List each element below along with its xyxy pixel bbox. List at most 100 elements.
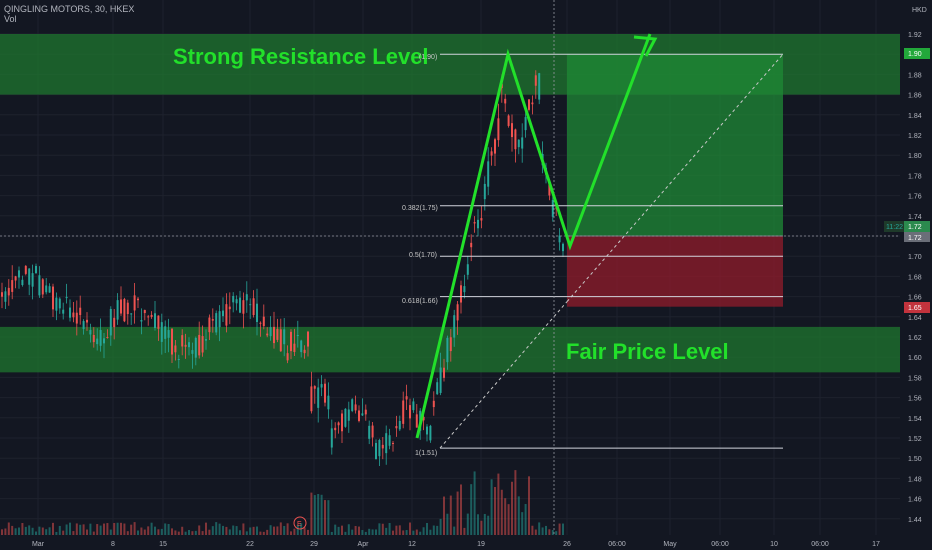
candle-body bbox=[218, 311, 221, 328]
candle-body bbox=[507, 115, 510, 126]
long-position-tool[interactable] bbox=[439, 53, 784, 449]
candle-body bbox=[531, 102, 534, 105]
candle-body bbox=[208, 317, 211, 333]
volume-bar bbox=[235, 526, 238, 535]
volume-bar bbox=[368, 528, 371, 535]
candle-body bbox=[283, 329, 286, 345]
candle-body bbox=[232, 295, 235, 303]
fib-label-382: 0.382(1.75) bbox=[402, 205, 438, 212]
volume-bar bbox=[96, 524, 99, 535]
volume-bar bbox=[259, 531, 262, 535]
candle-body bbox=[269, 327, 272, 337]
volume-bar bbox=[388, 522, 391, 535]
volume-bar bbox=[276, 526, 279, 535]
candle-body bbox=[429, 425, 432, 441]
symbol-header[interactable]: QINGLING MOTORS, 30, HKEX bbox=[4, 4, 135, 14]
candle-body bbox=[24, 265, 27, 274]
time-tick-label: May bbox=[663, 541, 677, 548]
price-tick-label: 1.54 bbox=[908, 416, 922, 423]
price-axis[interactable]: 1.92 1.90 1.88 1.86 1.84 1.82 1.80 1.78 1.76 1.74… bbox=[900, 0, 932, 550]
candle-body bbox=[395, 426, 398, 429]
volume-bar bbox=[310, 492, 313, 535]
volume-bar bbox=[72, 531, 75, 535]
price-tick-label: 1.88 bbox=[908, 72, 922, 79]
candle-body bbox=[388, 435, 391, 446]
volume-bar bbox=[375, 529, 377, 535]
candle-body bbox=[82, 321, 85, 330]
volume-bar bbox=[293, 528, 296, 535]
candle-body bbox=[147, 316, 150, 318]
candle-body bbox=[130, 313, 133, 315]
volume-bar bbox=[21, 522, 24, 535]
candles bbox=[1, 70, 564, 466]
volume-bar bbox=[164, 523, 167, 535]
candle-body bbox=[205, 339, 207, 341]
candle-body bbox=[211, 319, 214, 321]
time-tick-label: 17 bbox=[872, 541, 880, 548]
candle-body bbox=[188, 342, 190, 348]
candle-body bbox=[228, 306, 231, 310]
candle-body bbox=[514, 129, 517, 150]
time-tick-label: 8 bbox=[111, 541, 115, 548]
volume-bar bbox=[290, 531, 292, 535]
candle-body bbox=[344, 408, 347, 427]
candle-body bbox=[160, 322, 163, 342]
volume-bar bbox=[480, 520, 483, 535]
volume-header[interactable]: Vol bbox=[4, 14, 17, 24]
candle-body bbox=[18, 270, 20, 278]
volume-bar bbox=[188, 529, 190, 535]
candle-body bbox=[415, 414, 418, 428]
candle-body bbox=[528, 99, 530, 110]
fib-label-50: 0.5(1.70) bbox=[409, 252, 437, 259]
candle-body bbox=[398, 420, 401, 430]
fib-retracement[interactable] bbox=[0, 0, 900, 535]
candle-body bbox=[69, 307, 71, 318]
volume-bar bbox=[405, 530, 408, 535]
volume-bar bbox=[120, 522, 122, 535]
volume-bar bbox=[483, 513, 486, 535]
volume-bar bbox=[449, 495, 452, 535]
time-tick-label: 06:00 bbox=[811, 541, 829, 548]
volume-bar bbox=[296, 524, 299, 535]
volume-bar bbox=[157, 529, 160, 535]
candle-body bbox=[436, 382, 439, 395]
time-tick-label: 10 bbox=[770, 541, 778, 548]
candle-body bbox=[11, 280, 14, 292]
candle-body bbox=[14, 276, 17, 281]
volume-bar bbox=[439, 518, 442, 535]
candle-body bbox=[31, 273, 34, 287]
volume-bar bbox=[262, 531, 265, 535]
candle-body bbox=[198, 334, 201, 356]
candle-body bbox=[293, 343, 296, 352]
volume-bar bbox=[35, 531, 37, 535]
volume-bar bbox=[194, 530, 197, 535]
projection-path[interactable] bbox=[415, 33, 658, 439]
candle-body bbox=[133, 295, 136, 311]
candle-body bbox=[239, 297, 241, 313]
volume-bar bbox=[303, 527, 306, 535]
volume-bar bbox=[160, 528, 163, 535]
earnings-event-marker[interactable] bbox=[293, 516, 307, 530]
volume-bar bbox=[256, 526, 258, 535]
candle-body bbox=[320, 384, 323, 388]
price-badge-stop: 1.65 bbox=[908, 305, 922, 312]
time-tick-label: 22 bbox=[246, 541, 254, 548]
price-tick-label: 1.82 bbox=[908, 133, 922, 140]
volume-bar bbox=[79, 524, 82, 535]
volume-bar bbox=[347, 524, 350, 535]
volume-bar bbox=[198, 525, 201, 535]
candle-body bbox=[256, 303, 258, 322]
candle-body bbox=[21, 279, 24, 286]
volume-bar bbox=[351, 529, 354, 535]
volume-bar bbox=[429, 529, 432, 535]
time-axis[interactable]: Mar 8 15 22 29 Apr 12 19 26 06:00 May 06:00 10 06:00 1… bbox=[0, 535, 932, 550]
price-badge-current2: 1.72 bbox=[908, 235, 922, 242]
candle-body bbox=[456, 304, 459, 321]
volume-bar bbox=[191, 531, 194, 535]
price-tick-label: 1.44 bbox=[908, 517, 922, 524]
candle-body bbox=[466, 264, 469, 275]
candle-body bbox=[99, 329, 102, 346]
volume-bar bbox=[215, 522, 218, 535]
volume-bar bbox=[245, 531, 248, 535]
